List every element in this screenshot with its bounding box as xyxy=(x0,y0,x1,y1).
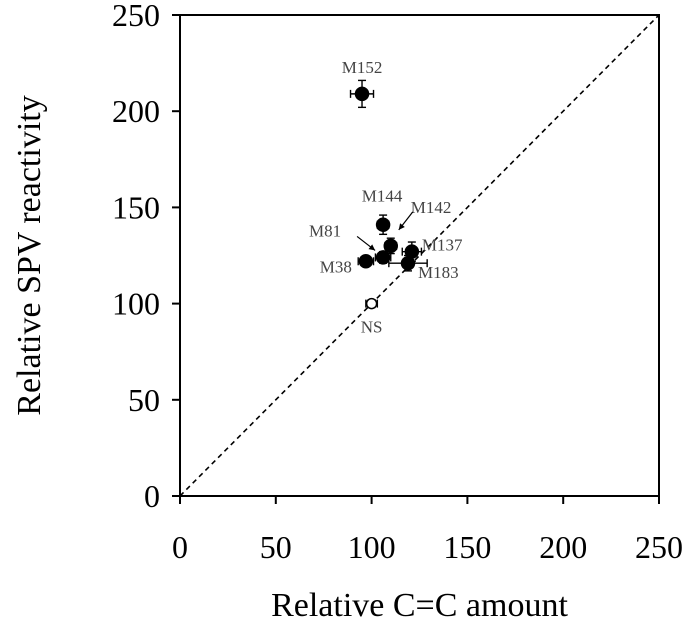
x-tick-label: 250 xyxy=(635,529,683,565)
data-point xyxy=(400,255,416,271)
point-label-m152: M152 xyxy=(342,58,383,77)
label-arrows xyxy=(356,211,414,251)
data-point xyxy=(375,217,391,232)
point-label-m137: M137 xyxy=(422,236,463,255)
y-tick-label: 0 xyxy=(144,478,160,514)
y-tick-label: 50 xyxy=(128,382,160,418)
data-point xyxy=(354,86,370,102)
data-point xyxy=(358,254,374,269)
point-label-m144: M144 xyxy=(362,187,403,206)
point-label-ns: NS xyxy=(361,318,383,337)
reference-diagonal-line xyxy=(179,14,660,497)
y-tick-label: 150 xyxy=(112,189,160,225)
point-label-m142: M142 xyxy=(411,198,452,217)
data-points xyxy=(349,79,428,310)
data-point xyxy=(383,238,399,254)
plot-frame xyxy=(179,14,660,497)
y-tick-label: 200 xyxy=(112,93,160,129)
reference-line xyxy=(179,14,660,497)
x-tick-label: 200 xyxy=(539,529,587,565)
point-label-m38: M38 xyxy=(320,257,352,276)
data-point xyxy=(375,250,391,265)
y-tick-label: 100 xyxy=(112,286,160,322)
x-axis: 0 50 100 150 200 250 xyxy=(172,496,683,565)
x-axis-title: Relative C=C amount xyxy=(271,587,568,624)
data-point xyxy=(365,297,378,310)
y-axis-title: Relative SPV reactivity xyxy=(11,95,48,415)
point-label-m183: M183 xyxy=(418,263,459,282)
x-tick-label: 50 xyxy=(260,529,292,565)
arrow-m81-head xyxy=(368,244,376,251)
y-tick-label: 250 xyxy=(112,0,160,33)
point-label-m81: M81 xyxy=(309,221,341,240)
arrow-m142-head xyxy=(398,223,405,230)
x-tick-label: 100 xyxy=(348,529,396,565)
x-tick-label: 0 xyxy=(172,529,188,565)
x-tick-label: 150 xyxy=(443,529,491,565)
point-labels: M152 M144 M142 M81 M137 M183 M38 NS xyxy=(309,58,463,337)
y-axis: 0 50 100 150 200 250 xyxy=(112,0,180,514)
